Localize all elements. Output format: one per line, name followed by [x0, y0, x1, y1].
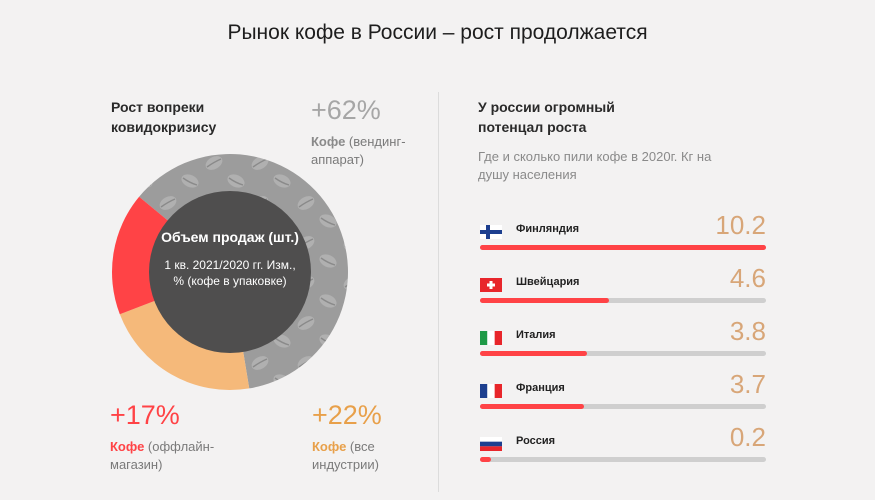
- stat-offline-label-rest: (оффлайн-магазин): [110, 439, 215, 472]
- bar-label: Франция: [516, 382, 565, 394]
- bar-label: Швейцария: [516, 276, 580, 288]
- stat-vending-label: Кофе (вендинг-аппарат): [311, 133, 441, 169]
- bar-value-label: 10.2: [715, 210, 766, 240]
- left-heading: Рост вопреки ковидокризису: [111, 99, 217, 135]
- stat-vending-label-bold: Кофе: [311, 134, 346, 149]
- bar-value-label: 4.6: [729, 263, 766, 293]
- stat-all-industries-percent: +22%: [312, 400, 382, 430]
- stat-all-industries-label: Кофе (все индустрии): [312, 438, 432, 474]
- bar-row: Финляндия 10.2: [478, 210, 768, 263]
- bar-track: [480, 457, 766, 462]
- stat-vending-percent: +62%: [311, 95, 381, 125]
- donut-center-text: Объем продаж (шт.) 1 кв. 2021/2020 гг. И…: [150, 192, 310, 352]
- flag-italy-icon: [480, 331, 502, 345]
- donut-center-title: Объем продаж (шт.): [161, 229, 299, 245]
- bar-row: Россия 0.2: [478, 422, 768, 475]
- flag-russia-icon: [480, 437, 502, 451]
- bar: [480, 351, 587, 356]
- bar-value-label: 3.8: [729, 316, 766, 346]
- bar: [480, 298, 609, 303]
- stat-all-industries-label-bold: Кофе: [312, 439, 347, 454]
- page-title: Рынок кофе в России – рост продолжается: [227, 21, 648, 44]
- stat-vending: +62% Кофе (вендинг-аппарат): [311, 95, 441, 169]
- stat-all-industries-label-rest: (все индустрии): [312, 439, 379, 472]
- bar-row: Швейцария 4.6: [478, 263, 768, 316]
- bar-track: [480, 404, 766, 409]
- stat-offline-label: Кофе (оффлайн-магазин): [110, 438, 250, 474]
- divider: [438, 92, 439, 492]
- bar-label: Финляндия: [516, 223, 580, 235]
- stat-offline: +17% Кофе (оффлайн-магазин): [110, 400, 250, 474]
- donut-center-subtitle: 1 кв. 2021/2020 гг. Изм., % (кофе в упак…: [164, 258, 296, 288]
- right-subtitle: Где и сколько пили кофе в 2020г. Кг на д…: [478, 149, 712, 182]
- stat-all-industries: +22% Кофе (все индустрии): [312, 400, 432, 474]
- bar: [480, 457, 492, 462]
- bar-row: Франция 3.7: [478, 369, 768, 422]
- bar-track: [480, 245, 766, 250]
- stat-offline-label-bold: Кофе: [110, 439, 145, 454]
- donut-chart: [112, 154, 348, 390]
- bar-value-label: 3.7: [729, 369, 766, 399]
- donut-center: [149, 191, 311, 353]
- stat-vending-label-rest: (вендинг-аппарат): [311, 134, 406, 167]
- bar-row: Италия 3.8: [478, 316, 768, 369]
- flag-switzerland-icon: [480, 278, 502, 292]
- bar-value-label: 0.2: [729, 422, 766, 452]
- bar: [480, 245, 766, 250]
- bar-track: [480, 351, 766, 356]
- country-bar-chart: Финляндия 10.2 Швейцария 4.6 Италия 3.8 …: [478, 210, 768, 475]
- right-heading: У россии огромный потенцал роста: [478, 99, 615, 135]
- bar-track: [480, 298, 766, 303]
- bar-label: Италия: [516, 329, 556, 341]
- stat-offline-percent: +17%: [110, 400, 180, 430]
- flag-france-icon: [480, 384, 502, 398]
- flag-finland-icon: [480, 225, 502, 239]
- bar-label: Россия: [516, 435, 556, 447]
- bar: [480, 404, 584, 409]
